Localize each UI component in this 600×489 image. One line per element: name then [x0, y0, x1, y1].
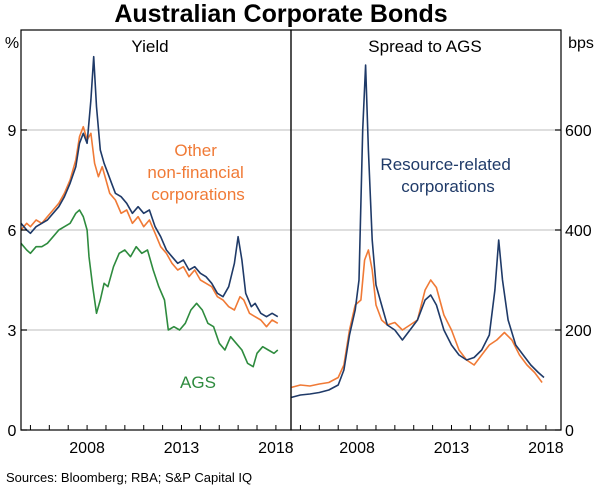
series-line — [20, 55, 279, 318]
yield-panel-grid — [21, 129, 291, 331]
y-tick-label: 600 — [565, 123, 592, 140]
spread-panel-title: Spread to AGS — [368, 37, 481, 56]
yield-panel-title: Yield — [131, 37, 168, 56]
series-label-other-non-financial: Other non-financial corporations — [147, 141, 248, 204]
y-tick-label: 0 — [565, 423, 574, 440]
x-tick-label: 2018 — [258, 440, 294, 457]
x-tick-label: 2018 — [528, 440, 564, 457]
yield-panel-unit: % — [5, 35, 19, 52]
series-line — [20, 209, 279, 368]
series-label-line: Other — [174, 141, 217, 160]
series-label-line: corporations — [151, 185, 245, 204]
yield-panel: 0 3 6 9 2008 2013 2018 Yield % — [5, 29, 294, 457]
y-tick-label: 6 — [8, 223, 17, 240]
source-note: Sources: Bloomberg; RBA; S&P Capital IQ — [6, 470, 252, 485]
spread-panel-axes: 0 200 400 600 2008 2013 2018 — [290, 29, 592, 457]
series-label-ags: AGS — [180, 373, 216, 392]
series-label-resource-related: Resource-related corporations — [380, 155, 515, 196]
y-tick-label: 9 — [8, 123, 17, 140]
x-tick-label: 2008 — [69, 440, 105, 457]
y-tick-label: 3 — [8, 323, 17, 340]
y-tick-label: 400 — [565, 223, 592, 240]
series-label-line: non-financial — [147, 163, 243, 182]
x-tick-label: 2008 — [339, 440, 375, 457]
spread-panel: 0 200 400 600 2008 2013 2018 Spread to AGS bps — [290, 29, 594, 457]
y-tick-label: 0 — [8, 423, 17, 440]
spread-panel-series — [290, 64, 545, 399]
series-label-line: corporations — [401, 177, 495, 196]
series-line — [20, 125, 279, 328]
chart-title: Australian Corporate Bonds — [114, 0, 447, 28]
x-tick-label: 2013 — [434, 440, 470, 457]
yield-panel-axes: 0 3 6 9 2008 2013 2018 — [8, 29, 294, 457]
series-line — [290, 64, 545, 399]
spread-panel-unit: bps — [568, 35, 594, 52]
series-label-line: Resource-related — [380, 155, 510, 174]
yield-panel-series — [20, 55, 279, 368]
spread-panel-grid — [291, 129, 561, 331]
series-line — [290, 249, 543, 389]
y-tick-label: 200 — [565, 323, 592, 340]
x-tick-label: 2013 — [164, 440, 200, 457]
